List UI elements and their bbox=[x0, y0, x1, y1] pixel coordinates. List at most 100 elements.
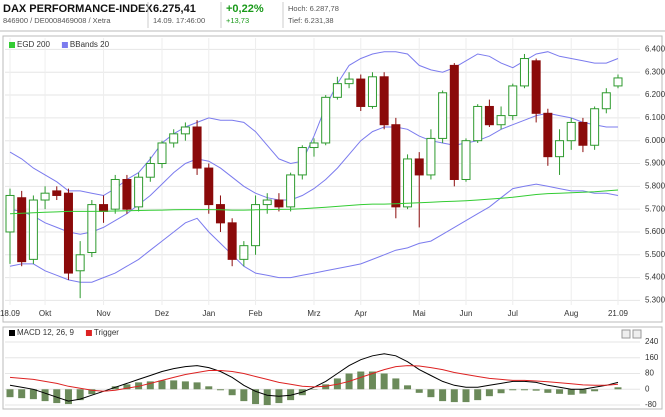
macd-hist-bar bbox=[486, 389, 493, 396]
macd-line bbox=[10, 354, 618, 401]
candle-body bbox=[357, 79, 365, 106]
candle-body bbox=[462, 141, 470, 180]
y-tick-label: 160 bbox=[645, 353, 659, 362]
candle-body bbox=[532, 61, 540, 113]
candle-body bbox=[298, 148, 306, 175]
candle-body bbox=[439, 93, 447, 139]
index-name: DAX PERFORMANCE-INDEX bbox=[3, 3, 153, 15]
y-tick-label: 6.100 bbox=[645, 113, 665, 122]
candle-body bbox=[579, 122, 587, 145]
y-tick-label: 5.700 bbox=[645, 204, 665, 213]
candle-body bbox=[392, 125, 400, 207]
macd-hist-bar bbox=[357, 372, 364, 390]
candle-body bbox=[181, 127, 189, 134]
macd-hist-bar bbox=[7, 389, 14, 397]
x-tick-label: 21.09 bbox=[608, 309, 629, 318]
candle-body bbox=[497, 116, 505, 125]
legend-swatch bbox=[9, 42, 15, 48]
x-tick-label: 18.09 bbox=[0, 309, 21, 318]
candle-body bbox=[240, 246, 248, 260]
x-tick-label: Apr bbox=[355, 309, 368, 318]
y-tick-label: 5.400 bbox=[645, 273, 665, 282]
panel-close[interactable] bbox=[633, 330, 641, 338]
candle-body bbox=[53, 191, 61, 196]
candle-body bbox=[415, 159, 423, 175]
change-pct: +0,22% bbox=[226, 3, 264, 15]
candle-body bbox=[474, 106, 482, 140]
macd-hist-bar bbox=[42, 389, 49, 401]
candle-body bbox=[322, 97, 330, 143]
candle-body bbox=[427, 138, 435, 175]
panel-button[interactable] bbox=[622, 330, 630, 338]
legend-label: MACD 12, 26, 9 bbox=[17, 328, 74, 337]
macd-hist-bar bbox=[30, 389, 37, 399]
candle-body bbox=[193, 127, 201, 168]
candle-body bbox=[252, 205, 260, 246]
y-tick-label: 6.400 bbox=[645, 45, 665, 54]
macd-hist-bar bbox=[556, 389, 563, 394]
macd-hist-bar bbox=[509, 389, 516, 390]
macd-hist-bar bbox=[533, 389, 540, 390]
macd-hist-bar bbox=[439, 389, 446, 401]
macd-hist-bar bbox=[264, 389, 271, 405]
y-tick-label: 5.300 bbox=[645, 296, 665, 305]
macd-hist-bar bbox=[416, 389, 423, 393]
candle-body bbox=[567, 122, 575, 140]
candle-body bbox=[158, 143, 166, 164]
x-tick-label: Okt bbox=[39, 309, 52, 318]
candle-body bbox=[368, 77, 376, 107]
y-tick-label: 0 bbox=[645, 384, 650, 393]
macd-hist-bar bbox=[229, 389, 236, 395]
y-tick-label: 5.800 bbox=[645, 181, 665, 190]
legend-label: BBands 20 bbox=[70, 40, 110, 49]
candle-body bbox=[216, 205, 224, 223]
index-ids: 846900 / DE0008469008 / Xetra bbox=[3, 16, 111, 25]
macd-hist-bar bbox=[182, 381, 189, 389]
macd-hist-bar bbox=[568, 389, 575, 395]
candle-body bbox=[123, 179, 131, 209]
legend-swatch bbox=[86, 330, 92, 336]
y-tick-label: 5.600 bbox=[645, 227, 665, 236]
macd-hist-bar bbox=[205, 386, 212, 389]
x-tick-label: Jun bbox=[460, 309, 473, 318]
candle-body bbox=[135, 177, 143, 207]
candle-body bbox=[287, 175, 295, 207]
macd-hist-bar bbox=[451, 389, 458, 402]
change-abs: +13,73 bbox=[226, 16, 249, 25]
candle-body bbox=[404, 159, 412, 207]
main-panel bbox=[3, 36, 662, 322]
macd-hist-bar bbox=[170, 380, 177, 389]
y-tick-label: 6.000 bbox=[645, 136, 665, 145]
legend-label: Trigger bbox=[94, 328, 119, 337]
candle-body bbox=[146, 164, 154, 178]
candle-body bbox=[170, 134, 178, 143]
macd-hist-bar bbox=[427, 389, 434, 397]
x-tick-label: Aug bbox=[564, 309, 578, 318]
candle-body bbox=[591, 109, 599, 146]
y-tick-label: 240 bbox=[645, 337, 659, 346]
macd-panel bbox=[3, 327, 662, 409]
x-tick-label: Feb bbox=[249, 309, 263, 318]
macd-hist-bar bbox=[615, 387, 622, 389]
macd-hist-bar bbox=[463, 389, 470, 402]
y-tick-label: 5.900 bbox=[645, 159, 665, 168]
candle-body bbox=[333, 84, 341, 98]
y-tick-label: 5.500 bbox=[645, 250, 665, 259]
candle-body bbox=[380, 77, 388, 125]
macd-hist-bar bbox=[240, 389, 247, 401]
macd-hist-bar bbox=[217, 389, 224, 390]
macd-hist-bar bbox=[474, 389, 481, 400]
candle-body bbox=[345, 79, 353, 84]
candle-body bbox=[228, 223, 236, 260]
timestamp: 14.09. 17:46:00 bbox=[153, 16, 205, 25]
candle-body bbox=[602, 93, 610, 109]
macd-hist-bar bbox=[591, 389, 598, 391]
x-tick-label: Dez bbox=[155, 309, 169, 318]
candle-body bbox=[275, 200, 283, 207]
macd-hist-bar bbox=[498, 389, 505, 393]
macd-hist-bar bbox=[392, 378, 399, 389]
candle-body bbox=[520, 59, 528, 86]
candle-body bbox=[310, 143, 318, 148]
legend-swatch bbox=[9, 330, 15, 336]
